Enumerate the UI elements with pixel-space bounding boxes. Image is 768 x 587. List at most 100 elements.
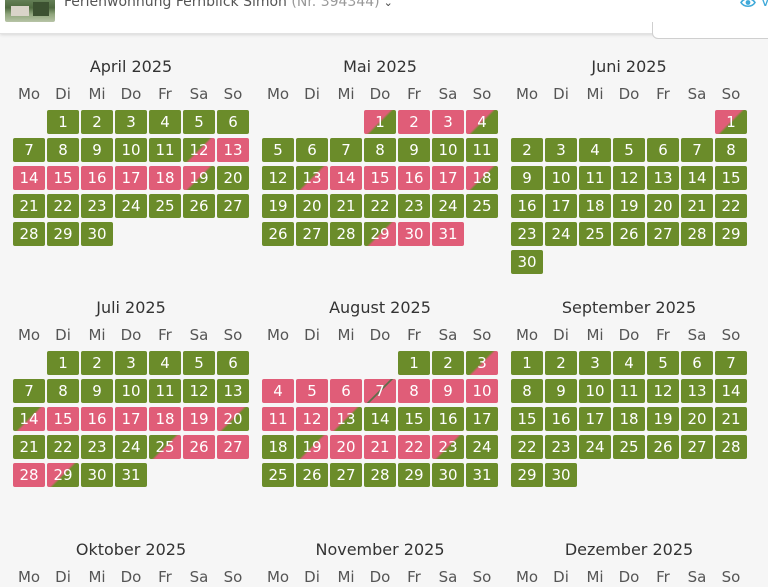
calendar-day[interactable]: 31	[432, 222, 464, 246]
calendar-day[interactable]: 15	[511, 407, 543, 431]
calendar-day[interactable]: 3	[115, 110, 147, 134]
calendar-day[interactable]: 23	[81, 435, 113, 459]
calendar-day[interactable]: 30	[511, 250, 543, 274]
calendar-day[interactable]: 6	[217, 351, 249, 375]
calendar-day[interactable]: 29	[47, 463, 79, 487]
calendar-day[interactable]: 28	[330, 222, 362, 246]
calendar-day[interactable]: 20	[217, 166, 249, 190]
calendar-day[interactable]: 21	[681, 194, 713, 218]
calendar-day[interactable]: 2	[432, 351, 464, 375]
calendar-day[interactable]: 15	[398, 407, 430, 431]
calendar-day[interactable]: 28	[364, 463, 396, 487]
calendar-day[interactable]: 25	[613, 435, 645, 459]
calendar-day[interactable]: 27	[296, 222, 328, 246]
calendar-day[interactable]: 12	[183, 138, 215, 162]
calendar-day[interactable]: 13	[647, 166, 679, 190]
calendar-day[interactable]: 26	[183, 194, 215, 218]
calendar-day[interactable]: 22	[398, 435, 430, 459]
calendar-day[interactable]: 5	[296, 379, 328, 403]
calendar-day[interactable]: 30	[81, 463, 113, 487]
calendar-day[interactable]: 17	[432, 166, 464, 190]
calendar-day[interactable]: 27	[330, 463, 362, 487]
property-thumbnail[interactable]	[5, 0, 55, 22]
calendar-day[interactable]: 7	[364, 379, 396, 403]
calendar-day[interactable]: 8	[47, 379, 79, 403]
calendar-day[interactable]: 18	[149, 166, 181, 190]
calendar-day[interactable]: 13	[681, 379, 713, 403]
calendar-day[interactable]: 30	[432, 463, 464, 487]
calendar-day[interactable]: 21	[364, 435, 396, 459]
calendar-day[interactable]: 12	[183, 379, 215, 403]
calendar-day[interactable]: 26	[262, 222, 294, 246]
calendar-day[interactable]: 22	[715, 194, 747, 218]
calendar-day[interactable]: 28	[13, 463, 45, 487]
calendar-day[interactable]: 26	[183, 435, 215, 459]
calendar-day[interactable]: 14	[681, 166, 713, 190]
calendar-day[interactable]: 2	[81, 110, 113, 134]
calendar-day[interactable]: 11	[579, 166, 611, 190]
calendar-day[interactable]: 23	[545, 435, 577, 459]
calendar-day[interactable]: 25	[149, 194, 181, 218]
calendar-day[interactable]: 11	[466, 138, 498, 162]
calendar-day[interactable]: 2	[81, 351, 113, 375]
calendar-day[interactable]: 6	[681, 351, 713, 375]
calendar-day[interactable]: 6	[330, 379, 362, 403]
calendar-day[interactable]: 10	[115, 138, 147, 162]
calendar-day[interactable]: 7	[681, 138, 713, 162]
calendar-day[interactable]: 11	[149, 138, 181, 162]
calendar-day[interactable]: 27	[217, 194, 249, 218]
calendar-day[interactable]: 27	[681, 435, 713, 459]
calendar-day[interactable]: 25	[149, 435, 181, 459]
calendar-day[interactable]: 5	[183, 110, 215, 134]
calendar-day[interactable]: 22	[511, 435, 543, 459]
calendar-day[interactable]: 23	[432, 435, 464, 459]
calendar-day[interactable]: 20	[296, 194, 328, 218]
calendar-day[interactable]: 7	[715, 351, 747, 375]
calendar-day[interactable]: 28	[715, 435, 747, 459]
calendar-day[interactable]: 8	[511, 379, 543, 403]
calendar-day[interactable]: 23	[398, 194, 430, 218]
calendar-day[interactable]: 10	[432, 138, 464, 162]
calendar-day[interactable]: 24	[115, 194, 147, 218]
calendar-day[interactable]: 1	[715, 110, 747, 134]
calendar-day[interactable]: 19	[647, 407, 679, 431]
calendar-day[interactable]: 9	[398, 138, 430, 162]
calendar-day[interactable]: 21	[330, 194, 362, 218]
calendar-day[interactable]: 31	[115, 463, 147, 487]
calendar-day[interactable]: 9	[511, 166, 543, 190]
calendar-day[interactable]: 16	[432, 407, 464, 431]
calendar-day[interactable]: 14	[13, 407, 45, 431]
calendar-day[interactable]: 1	[511, 351, 543, 375]
calendar-day[interactable]: 1	[47, 110, 79, 134]
calendar-day[interactable]: 9	[432, 379, 464, 403]
calendar-day[interactable]: 4	[613, 351, 645, 375]
calendar-day[interactable]: 13	[330, 407, 362, 431]
calendar-day[interactable]: 6	[217, 110, 249, 134]
calendar-day[interactable]: 19	[183, 407, 215, 431]
calendar-day[interactable]: 18	[579, 194, 611, 218]
calendar-day[interactable]: 2	[511, 138, 543, 162]
calendar-day[interactable]: 29	[364, 222, 396, 246]
calendar-day[interactable]: 3	[466, 351, 498, 375]
calendar-day[interactable]: 16	[511, 194, 543, 218]
calendar-day[interactable]: 9	[81, 138, 113, 162]
calendar-day[interactable]: 18	[262, 435, 294, 459]
calendar-day[interactable]: 26	[296, 463, 328, 487]
calendar-day[interactable]: 30	[398, 222, 430, 246]
calendar-day[interactable]: 19	[296, 435, 328, 459]
calendar-day[interactable]: 24	[115, 435, 147, 459]
calendar-day[interactable]: 29	[715, 222, 747, 246]
calendar-day[interactable]: 25	[466, 194, 498, 218]
calendar-day[interactable]: 3	[115, 351, 147, 375]
calendar-day[interactable]: 20	[330, 435, 362, 459]
calendar-day[interactable]: 6	[647, 138, 679, 162]
calendar-day[interactable]: 1	[398, 351, 430, 375]
chevron-down-icon[interactable]: ⌄	[383, 0, 393, 9]
calendar-day[interactable]: 15	[715, 166, 747, 190]
calendar-day[interactable]: 1	[364, 110, 396, 134]
calendar-day[interactable]: 26	[647, 435, 679, 459]
calendar-day[interactable]: 18	[613, 407, 645, 431]
calendar-day[interactable]: 23	[81, 194, 113, 218]
calendar-day[interactable]: 8	[364, 138, 396, 162]
calendar-day[interactable]: 24	[432, 194, 464, 218]
